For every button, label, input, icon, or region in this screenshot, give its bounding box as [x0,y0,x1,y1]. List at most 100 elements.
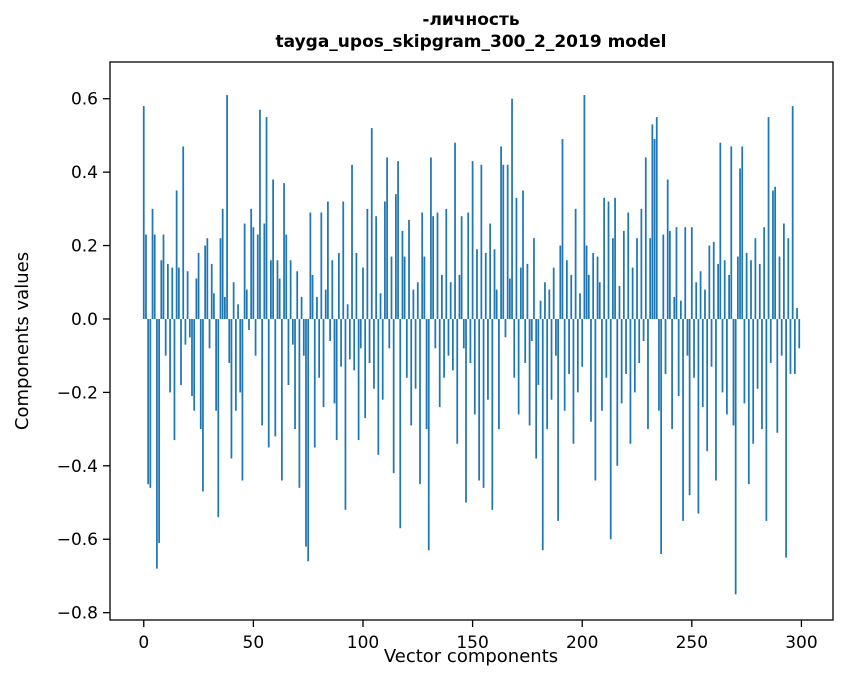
bar [664,318,667,375]
bar [390,256,393,319]
bar [405,318,408,378]
bar [296,271,299,319]
bar [537,318,540,386]
bar [449,282,452,319]
bar [739,168,741,319]
bar [302,318,305,356]
bar [513,318,516,378]
bar [478,318,481,481]
y-tick-label: −0.4 [57,457,98,477]
bar [482,318,485,488]
bar [173,318,176,441]
bar [640,208,643,319]
bar [285,234,288,319]
bar [789,318,792,375]
bar [721,318,724,393]
bar [224,296,226,319]
bar [649,238,652,319]
bar [403,256,406,319]
bar [743,318,746,404]
bar [180,318,182,386]
bar [438,318,441,408]
bar [208,318,211,349]
axes-spines [109,61,834,621]
y-tick-label: 0.0 [71,310,98,330]
bar [375,216,378,319]
bar [511,98,513,319]
bar [596,256,599,319]
ticks-group: 0 50 100 150 200 250 300 0.6 0.4 0.2 0.0 −0.2 −0.4 −0… [57,90,818,653]
bar [366,208,369,319]
bar [699,271,702,319]
bar [171,267,174,319]
bar [460,216,463,319]
bar [202,318,204,492]
bar [410,318,413,426]
bar [552,267,555,319]
y-tick-label: −0.6 [57,530,98,550]
bar [666,179,669,319]
bar [528,318,531,426]
bar [491,318,494,510]
bar [324,289,327,319]
bar [316,296,318,319]
bar [414,318,417,389]
bar [701,318,704,408]
bar [394,194,397,319]
bar [364,318,367,419]
bar [243,223,246,319]
bar [495,289,498,319]
bar [237,304,239,319]
bar [704,289,706,319]
bar [289,260,292,319]
bar [462,318,465,349]
bar [622,230,625,319]
bar [476,249,478,319]
bar [734,318,737,595]
bar [384,201,386,319]
bar [489,223,492,319]
bar [752,318,755,444]
bar [484,252,487,319]
bar [636,238,638,319]
bar [217,318,220,518]
y-tick-label: 0.6 [71,90,98,110]
bar [377,318,380,455]
bar [780,318,783,356]
bar [535,318,538,459]
bar [682,318,684,521]
bar [305,318,307,547]
bar [592,252,595,319]
bar [195,278,198,319]
bar [215,318,217,411]
bar [206,238,209,319]
bar [280,318,283,481]
bar [436,212,439,319]
bar [331,260,334,319]
chart-title: -личность [422,10,519,30]
bar [675,227,678,319]
bar [416,282,419,319]
bar [219,238,222,319]
bar [544,282,546,319]
bar [559,245,562,319]
bar [456,318,459,444]
bar [458,274,461,319]
bar [259,109,261,319]
bar [767,117,770,319]
bar [629,318,632,444]
bar [147,318,150,485]
bar [561,139,564,319]
x-tick-label: 300 [785,633,817,653]
bar [191,318,193,397]
bar [605,318,608,378]
bar [197,252,200,319]
bar [359,318,362,349]
bar [723,260,726,319]
bar [546,318,549,430]
bar [357,318,360,441]
bar [736,256,739,319]
bar [502,164,505,319]
bar [373,318,375,389]
